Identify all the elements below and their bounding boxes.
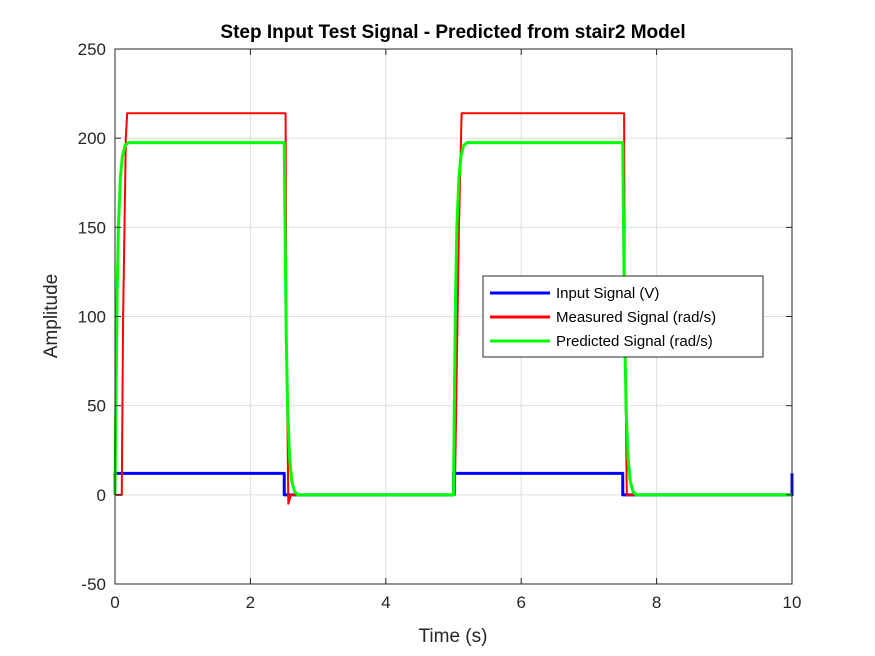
legend-label-predicted: Predicted Signal (rad/s) <box>556 333 713 350</box>
chart-title: Step Input Test Signal - Predicted from … <box>220 22 685 43</box>
x-tick-label: 2 <box>246 593 255 612</box>
y-tick-label: 100 <box>78 308 106 327</box>
legend-label-measured: Measured Signal (rad/s) <box>556 309 716 326</box>
legend-label-input: Input Signal (V) <box>556 285 659 302</box>
y-tick-label: 200 <box>78 129 106 148</box>
y-axis: -50 0 50 100 150 200 250 <box>78 40 792 594</box>
y-tick-label: 150 <box>78 218 106 237</box>
y-tick-label: 50 <box>87 397 106 416</box>
y-tick-label: 0 <box>97 486 106 505</box>
legend: Input Signal (V) Measured Signal (rad/s)… <box>482 275 764 358</box>
y-tick-label: 250 <box>78 40 106 59</box>
legend-entry-measured: Measured Signal (rad/s) <box>490 309 716 326</box>
legend-entry-predicted: Predicted Signal (rad/s) <box>490 333 713 350</box>
x-tick-label: 8 <box>652 593 661 612</box>
x-tick-label: 10 <box>783 593 802 612</box>
x-tick-label: 6 <box>516 593 525 612</box>
x-tick-label: 4 <box>381 593 390 612</box>
x-axis: 0 2 4 6 8 10 <box>110 49 801 612</box>
series-line-predicted-signal-rad-s <box>113 141 792 497</box>
x-axis-label: Time (s) <box>419 626 488 647</box>
x-tick-label: 0 <box>110 593 119 612</box>
y-axis-label: Amplitude <box>41 274 62 359</box>
y-tick-label: -50 <box>81 575 106 594</box>
legend-entry-input: Input Signal (V) <box>490 285 659 302</box>
